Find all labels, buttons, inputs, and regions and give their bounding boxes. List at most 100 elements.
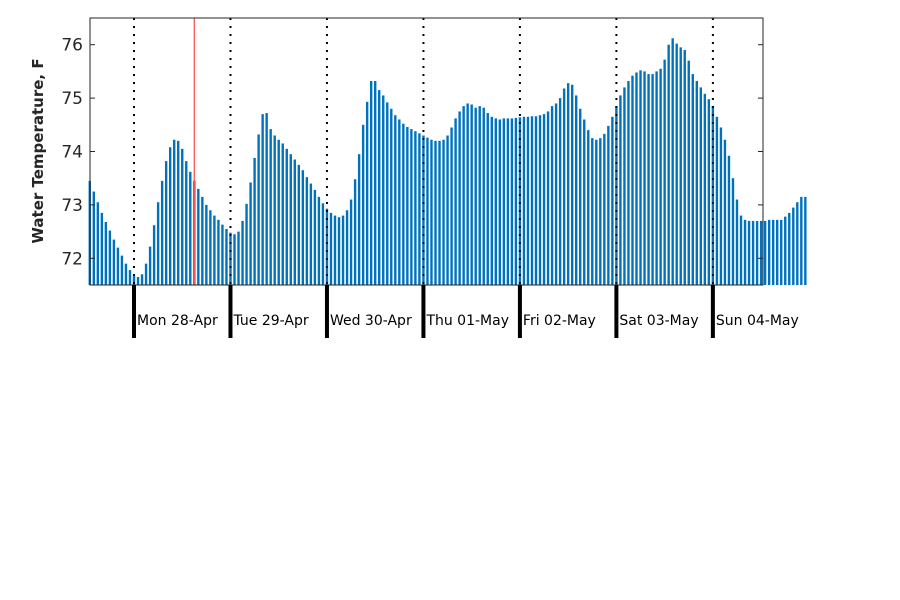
temperature-bar	[792, 207, 795, 285]
temperature-bar	[120, 255, 124, 285]
temperature-bar	[767, 219, 771, 285]
temperature-bar	[759, 220, 763, 285]
temperature-bar	[719, 127, 723, 285]
temperature-bar	[526, 116, 530, 285]
temperature-bar	[683, 50, 686, 285]
temperature-bar	[177, 140, 180, 285]
temperature-bar	[116, 247, 120, 285]
temperature-bar	[450, 127, 453, 285]
temperature-bar	[570, 84, 574, 285]
temperature-bar	[579, 108, 582, 285]
temperature-bar	[309, 183, 313, 285]
temperature-bar	[542, 114, 546, 286]
temperature-bar	[112, 239, 116, 285]
temperature-bar	[181, 148, 184, 285]
y-tick-label: 74	[61, 143, 83, 163]
temperature-bar	[655, 71, 658, 286]
temperature-bar	[144, 263, 148, 285]
temperature-bar	[237, 231, 240, 285]
temperature-bar	[104, 221, 108, 285]
temperature-bar	[466, 103, 469, 285]
temperature-bar	[478, 106, 481, 285]
temperature-bar	[398, 119, 401, 286]
temperature-bar	[185, 161, 188, 285]
bars-layer	[88, 38, 807, 286]
temperature-bar	[486, 113, 489, 285]
temperature-bar	[140, 274, 144, 285]
temperature-bar	[100, 212, 104, 285]
temperature-bar	[502, 118, 506, 285]
temperature-bar	[265, 113, 268, 285]
temperature-bar	[164, 161, 168, 285]
temperature-bar	[731, 178, 735, 285]
temperature-bar	[562, 88, 566, 286]
temperature-bar	[148, 246, 152, 285]
temperature-bar	[631, 75, 634, 285]
temperature-bar	[470, 104, 473, 285]
temperature-bar	[160, 180, 164, 285]
temperature-bar	[365, 101, 369, 285]
temperature-bar	[394, 115, 397, 285]
temperature-bar	[675, 43, 678, 285]
temperature-bar	[197, 188, 200, 285]
temperature-bar	[755, 220, 759, 285]
temperature-bar	[804, 196, 807, 285]
temperature-bar	[763, 220, 767, 285]
temperature-bar	[225, 228, 228, 285]
day-label: Sat 03-May	[619, 313, 698, 329]
temperature-bar	[345, 210, 349, 285]
temperature-bar	[277, 139, 280, 285]
temperature-bar	[92, 191, 95, 285]
y-tick-label: 73	[61, 196, 83, 216]
temperature-bar	[643, 71, 646, 286]
temperature-bar	[434, 140, 437, 285]
temperature-bar	[285, 148, 288, 285]
temperature-bar	[566, 83, 570, 286]
temperature-bar	[418, 133, 421, 285]
temperature-bar	[651, 74, 654, 285]
day-label: Wed 30-Apr	[330, 313, 412, 329]
y-axis-label: Water Temperature, F	[29, 58, 47, 243]
temperature-bar	[253, 157, 256, 285]
temperature-bar	[189, 171, 192, 285]
temperature-bar	[663, 59, 666, 286]
y-axis-ticks: 72 73 74 75 76	[61, 36, 763, 269]
temperature-bar	[132, 275, 136, 285]
temperature-bar	[361, 124, 365, 285]
temperature-bar	[780, 219, 783, 285]
temperature-bar	[707, 99, 711, 285]
y-tick-label: 75	[61, 89, 83, 109]
temperature-bar	[623, 87, 626, 285]
temperature-bar	[152, 225, 156, 285]
temperature-bar	[796, 202, 799, 285]
temperature-bar	[659, 68, 662, 285]
temperature-bar	[550, 106, 554, 285]
temperature-bar	[96, 202, 100, 285]
temperature-bar	[639, 70, 642, 285]
day-label: Thu 01-May	[425, 313, 509, 329]
temperature-bar	[378, 90, 381, 285]
temperature-bar	[583, 119, 586, 286]
temperature-bar	[522, 116, 526, 285]
temperature-bar	[269, 129, 272, 285]
temperature-bar	[635, 72, 638, 285]
temperature-bar	[595, 139, 598, 285]
temperature-bar	[530, 116, 534, 285]
temperature-bar	[205, 204, 208, 285]
temperature-bar	[353, 179, 357, 285]
temperature-bar	[136, 276, 140, 285]
temperature-bar	[458, 111, 461, 285]
temperature-bar	[317, 196, 321, 285]
temperature-bar	[446, 135, 449, 285]
temperature-bar	[261, 114, 264, 286]
temperature-bar	[800, 196, 803, 285]
temperature-bar	[156, 202, 160, 285]
temperature-bar	[201, 196, 204, 285]
temperature-bar	[406, 126, 409, 285]
temperature-bar	[739, 215, 743, 285]
temperature-bar	[281, 143, 284, 285]
temperature-bar	[603, 133, 606, 285]
y-tick-label: 72	[61, 249, 83, 269]
temperature-bar	[587, 130, 590, 285]
